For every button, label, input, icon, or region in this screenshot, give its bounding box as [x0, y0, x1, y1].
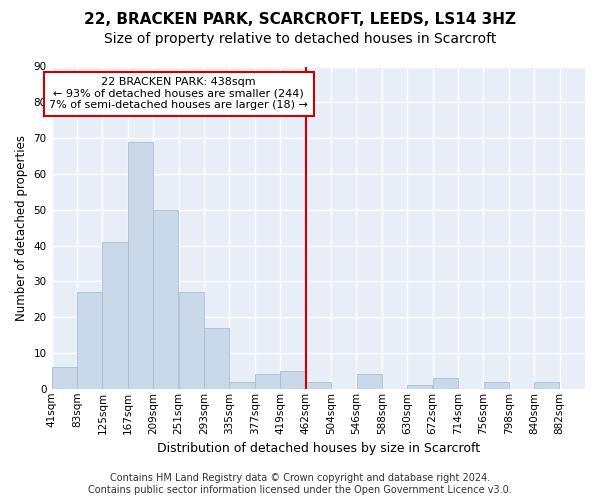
- Bar: [255, 374, 280, 389]
- Y-axis label: Number of detached properties: Number of detached properties: [15, 134, 28, 320]
- Text: Contains HM Land Registry data © Crown copyright and database right 2024.
Contai: Contains HM Land Registry data © Crown c…: [88, 474, 512, 495]
- Bar: [77, 292, 102, 389]
- Bar: [305, 382, 331, 389]
- Bar: [356, 374, 382, 389]
- Bar: [153, 210, 178, 389]
- Text: 22, BRACKEN PARK, SCARCROFT, LEEDS, LS14 3HZ: 22, BRACKEN PARK, SCARCROFT, LEEDS, LS14…: [84, 12, 516, 28]
- Bar: [280, 371, 305, 389]
- Bar: [433, 378, 458, 389]
- Text: 22 BRACKEN PARK: 438sqm
← 93% of detached houses are smaller (244)
7% of semi-de: 22 BRACKEN PARK: 438sqm ← 93% of detache…: [49, 77, 308, 110]
- Bar: [103, 242, 128, 389]
- Text: Size of property relative to detached houses in Scarcroft: Size of property relative to detached ho…: [104, 32, 496, 46]
- Bar: [52, 368, 77, 389]
- Bar: [204, 328, 229, 389]
- Bar: [484, 382, 509, 389]
- X-axis label: Distribution of detached houses by size in Scarcroft: Distribution of detached houses by size …: [157, 442, 480, 455]
- Bar: [128, 142, 153, 389]
- Bar: [407, 385, 433, 389]
- Bar: [179, 292, 204, 389]
- Bar: [229, 382, 254, 389]
- Bar: [535, 382, 559, 389]
